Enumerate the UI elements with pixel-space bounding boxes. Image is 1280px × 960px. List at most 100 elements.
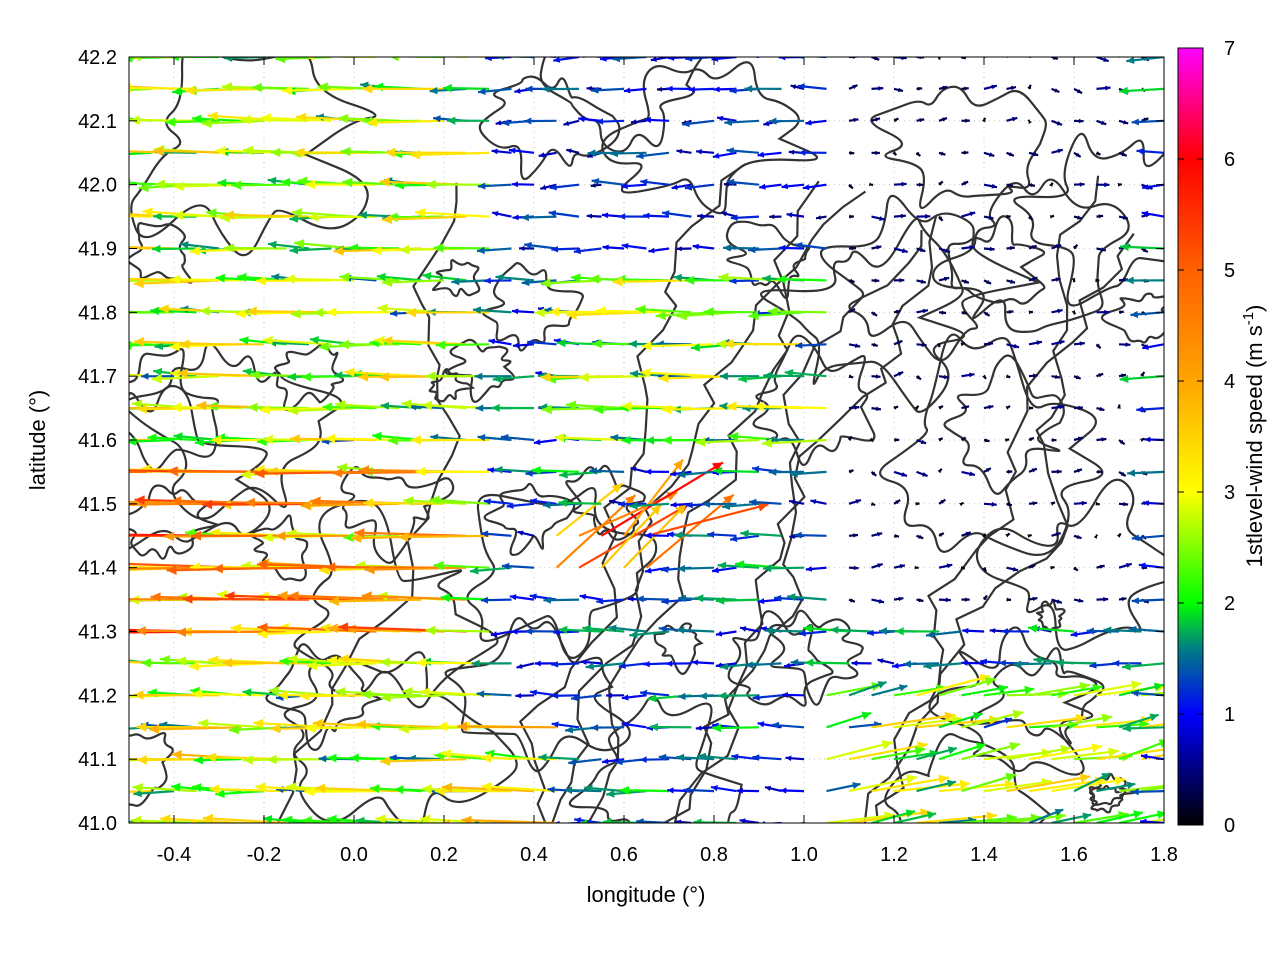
wind-vector [851,660,872,666]
wind-vector [983,311,991,317]
wind-vector [589,467,625,475]
wind-vector [1073,375,1082,380]
wind-vector [579,593,602,601]
wind-vector [724,118,760,126]
colorbar-tick-label: 5 [1224,260,1235,282]
wind-vector [315,783,400,794]
wind-vector [744,85,782,93]
contour-line [870,85,1047,209]
wind-vector [893,181,907,187]
colorbar-label: 1stlevel-wind speed (m s-1) [1240,305,1267,568]
wind-vector [422,272,467,282]
wind-vector [869,437,875,443]
wind-vector [740,57,759,59]
wind-vector [187,818,264,823]
wind-vector [1118,439,1126,446]
x-tick-label: 1.4 [970,844,998,866]
wind-vector [610,149,647,158]
wind-vector [1028,310,1034,315]
wind-vector [629,630,670,639]
wind-vector [871,774,950,793]
wind-vector [893,564,906,569]
wind-vector [1028,808,1064,823]
wind-vector [636,595,670,603]
y-tick-label: 41.6 [78,430,117,452]
y-tick-label: 41.1 [78,749,117,771]
wind-vector [1073,772,1111,793]
wind-vector [916,213,931,219]
wind-vector [491,148,512,155]
wind-vector [524,241,557,250]
wind-vector [1096,596,1109,602]
wind-vector [260,113,332,123]
wind-vector [289,246,332,255]
wind-vector [983,404,994,410]
wind-vector [916,279,927,284]
contour-line [483,482,576,557]
wind-vector [739,626,760,633]
wind-vector [1051,598,1063,604]
wind-vector [1096,309,1110,315]
wind-vector [129,790,152,793]
wind-vector [543,596,580,604]
wind-vector [519,245,535,251]
x-tick-label: 1.0 [790,844,818,866]
wind-vector [961,470,976,477]
y-tick-label: 41.2 [78,685,117,707]
wind-vector [129,534,130,536]
wind-vector [786,212,805,218]
wind-vector [767,306,827,317]
wind-vector [434,786,512,796]
wind-vector [382,277,445,287]
wind-vector [240,115,310,125]
wind-vector [938,276,950,282]
wind-vector [697,213,715,219]
wind-vector [244,497,355,508]
wind-vector [937,343,941,348]
wind-vector [893,596,904,602]
wind-vector [1006,309,1014,315]
wind-vector [492,374,535,383]
wind-vector [224,591,355,601]
wind-vector [712,723,760,733]
wind-vector [1131,534,1164,542]
wind-vector [848,681,887,697]
wind-vector [768,468,805,476]
wind-vector [915,502,920,506]
contour-line [884,733,1051,823]
wind-vector [691,659,715,666]
wind-vector [961,118,970,123]
axis-ticks [129,56,1165,824]
wind-vector [367,117,445,128]
wind-vector [916,470,928,478]
wind-vector [871,598,885,604]
wind-vector [209,784,287,795]
wind-vector [644,116,670,124]
wind-vector [1140,437,1145,442]
wind-vector [893,87,904,93]
wind-vector [516,662,535,669]
wind-vector [288,591,400,601]
wind-vector [433,560,490,571]
wind-vector [826,711,872,729]
wind-vector [961,684,1009,697]
wind-vector [1117,404,1121,409]
wind-vector [1006,773,1091,793]
wind-vector [983,215,994,220]
wind-vector [1073,118,1084,124]
wind-vector [630,119,647,125]
wind-vector [1006,245,1015,251]
wind-vector [981,533,987,539]
y-tick-label: 41.5 [78,494,117,516]
wind-vector [177,368,265,379]
wind-vector [563,119,580,126]
wind-vector [570,694,602,702]
wind-vector [349,753,400,763]
wind-vector [983,279,992,285]
wind-vector [1006,597,1012,602]
wind-vector [715,596,760,605]
wind-vector [716,115,737,122]
wind-vector [893,339,903,346]
wind-vector [1096,406,1105,412]
wind-vector [1006,214,1011,219]
